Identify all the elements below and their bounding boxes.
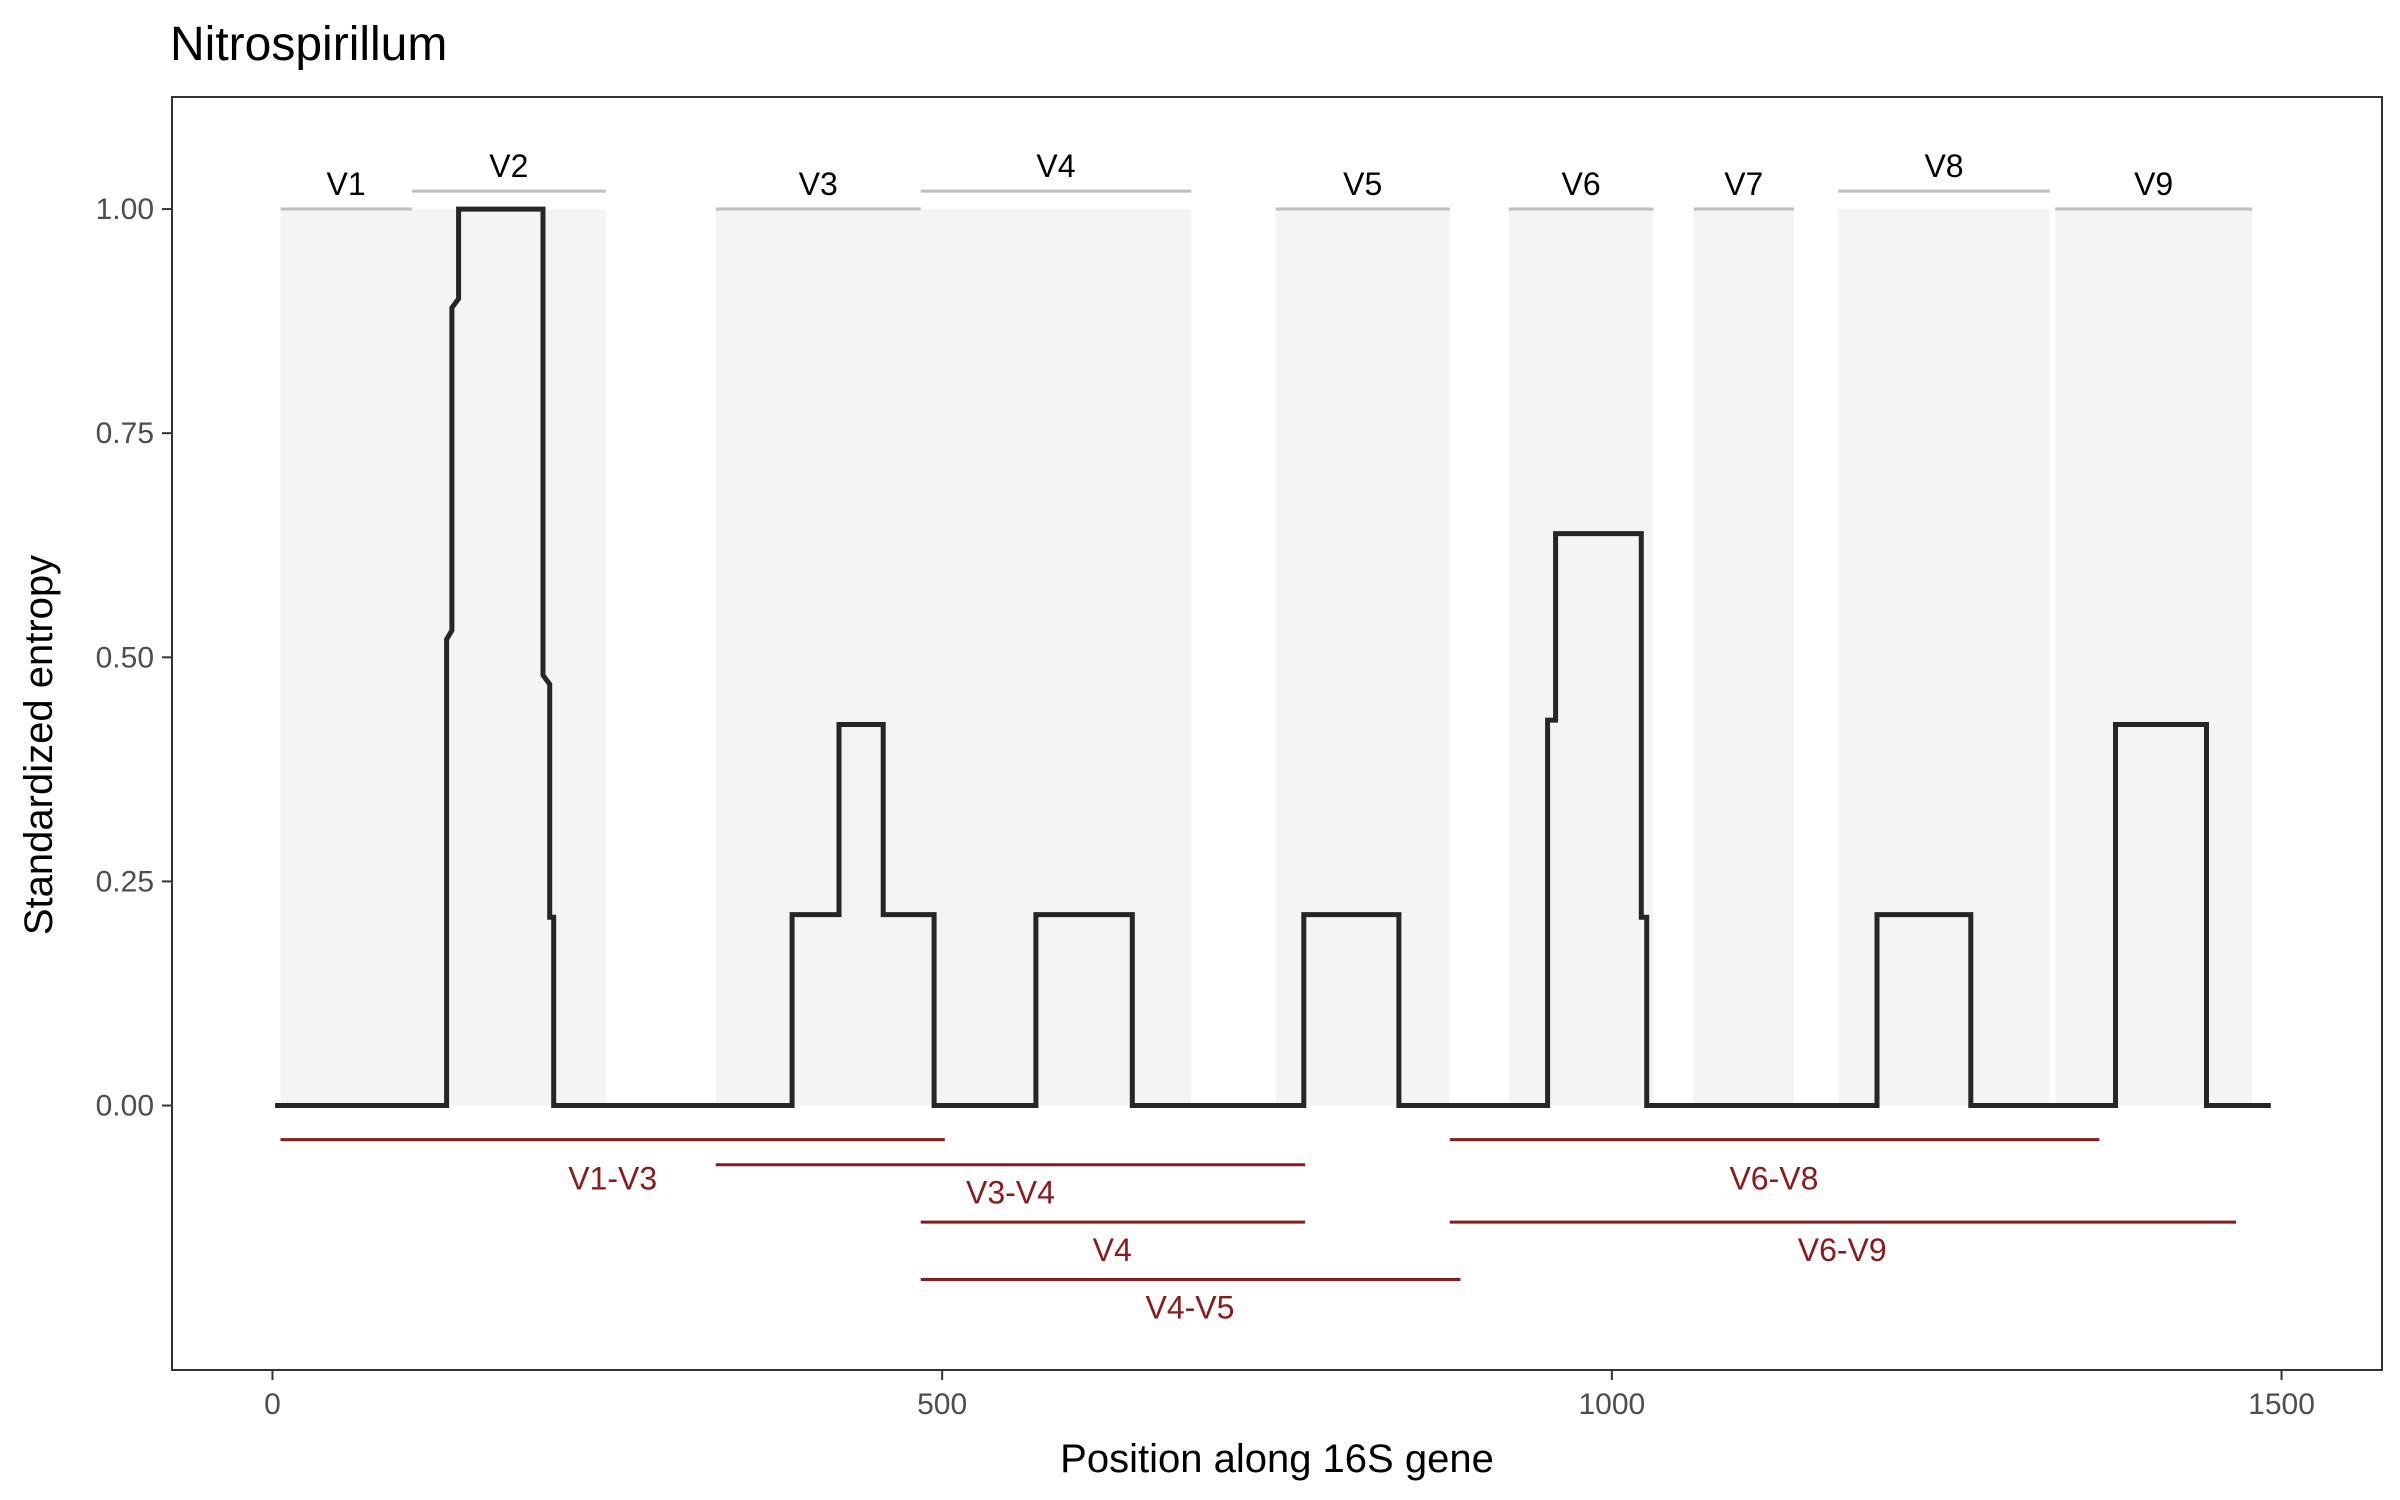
region-shade-6 [1693,209,1795,1106]
amplicon-label-v1-v3: V1-V3 [568,1160,657,1196]
y-tick-label-0.00: 0.00 [96,1090,154,1123]
region-shade-7 [1838,209,2050,1106]
amplicon-label-v3-v4: V3-V4 [966,1175,1055,1211]
region-shade-5 [1508,209,1654,1106]
amplicon-label-v4: V4 [1093,1232,1132,1268]
variable-regions [280,209,2253,1106]
region-shade-1 [411,209,606,1106]
y-axis-title: Standardized entropy [17,555,61,935]
y-tick-label-0.50: 0.50 [96,641,154,674]
y-tick-label-1.00: 1.00 [96,193,154,226]
amplicon-label-v4-v5: V4-V5 [1145,1289,1234,1325]
amplicon-label-v6-v9: V6-V9 [1798,1232,1887,1268]
region-label-v2: V2 [489,148,528,184]
amplicon-layer: V1-V3 V3-V4 V4 V4-V5 V6-V8 V6-V9 [280,1138,2237,1325]
amplicon-label-v6-v8: V6-V8 [1729,1160,1818,1196]
region-label-v6: V6 [1561,166,1600,202]
chart-title: Nitrospirillum [170,18,447,71]
region-label-v7: V7 [1724,166,1763,202]
x-tick-label-1000: 1000 [1578,1388,1645,1421]
region-shade-3 [920,209,1192,1106]
x-axis-title: Position along 16S gene [1060,1437,1494,1481]
y-axis: 0.00 0.25 0.50 0.75 1.00 [96,193,172,1123]
region-label-v1: V1 [327,166,366,202]
region-shade-0 [280,209,412,1106]
region-shade-2 [715,209,945,1106]
y-tick-label-0.75: 0.75 [96,417,154,450]
x-axis: 0 500 1000 1500 [264,1370,2315,1421]
region-label-v8: V8 [1924,148,1963,184]
region-label-lines: V1 V2 V3 V4 V5 V6 V7 V8 V9 [280,148,2253,211]
region-label-v5: V5 [1343,166,1382,202]
entropy-line-0 [275,206,2271,1108]
x-tick-label-0: 0 [264,1388,281,1421]
x-tick-label-1500: 1500 [2248,1388,2315,1421]
panel-border [171,96,2383,1371]
series-layer [275,206,2271,1108]
y-tick-label-0.25: 0.25 [96,865,154,898]
region-label-v4: V4 [1036,148,1075,184]
region-shade-8 [2055,209,2253,1106]
region-label-v3: V3 [799,166,838,202]
x-tick-label-500: 500 [917,1388,967,1421]
region-label-v9: V9 [2134,166,2173,202]
